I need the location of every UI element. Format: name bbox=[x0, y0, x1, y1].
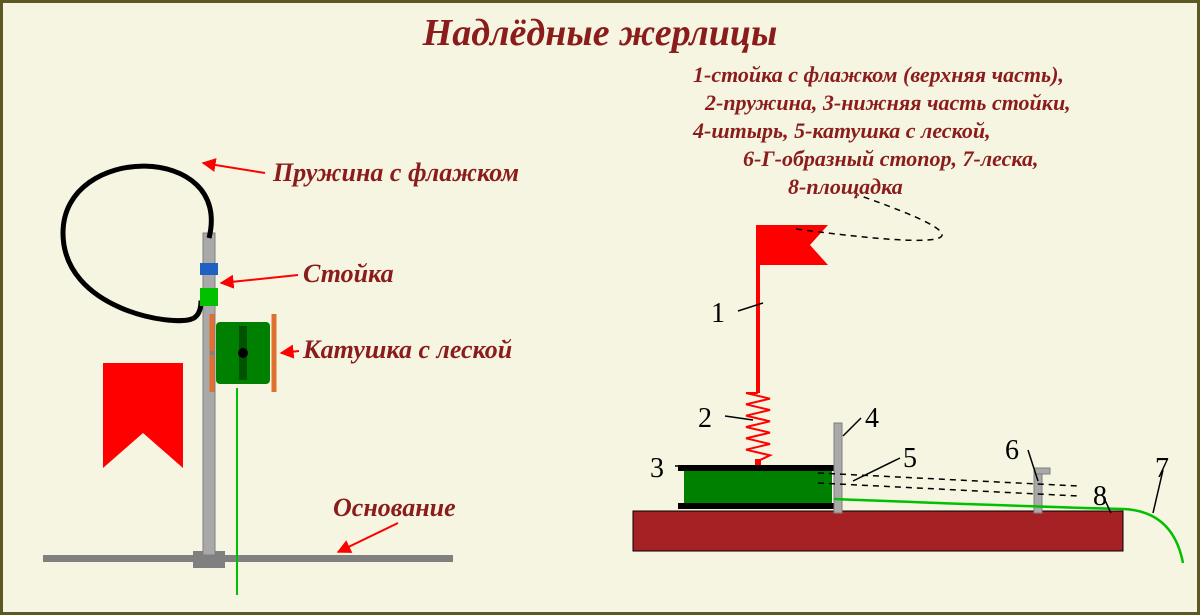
diagram-canvas: Надлёдные жерлицы Пружина с флажком Стой… bbox=[0, 0, 1200, 615]
legend-line-4: 8-площадка bbox=[788, 173, 1071, 201]
label-reel: Катушка с леской bbox=[303, 335, 512, 365]
number-1: 1 bbox=[711, 298, 725, 330]
number-3: 3 bbox=[650, 453, 664, 485]
legend-line-3: 6-Г-образный стопор, 7-леска, bbox=[743, 145, 1071, 173]
label-spring-flag: Пружина с флажком bbox=[273, 158, 519, 188]
number-8: 8 bbox=[1093, 481, 1107, 513]
title: Надлёдные жерлицы bbox=[3, 11, 1197, 55]
legend-line-2: 4-штырь, 5-катушка с леской, bbox=[693, 117, 1071, 145]
number-2: 2 bbox=[698, 403, 712, 435]
legend-line-1: 2-пружина, 3-нижняя часть стойки, bbox=[705, 89, 1071, 117]
label-base: Основание bbox=[333, 493, 456, 523]
number-5: 5 bbox=[903, 443, 917, 475]
number-7: 7 bbox=[1155, 453, 1169, 485]
number-6: 6 bbox=[1005, 435, 1019, 467]
label-stand: Стойка bbox=[303, 259, 394, 289]
number-4: 4 bbox=[865, 403, 879, 435]
legend-line-0: 1-стойка с флажком (верхняя часть), bbox=[693, 61, 1071, 89]
legend: 1-стойка с флажком (верхняя часть),2-пру… bbox=[693, 61, 1071, 201]
